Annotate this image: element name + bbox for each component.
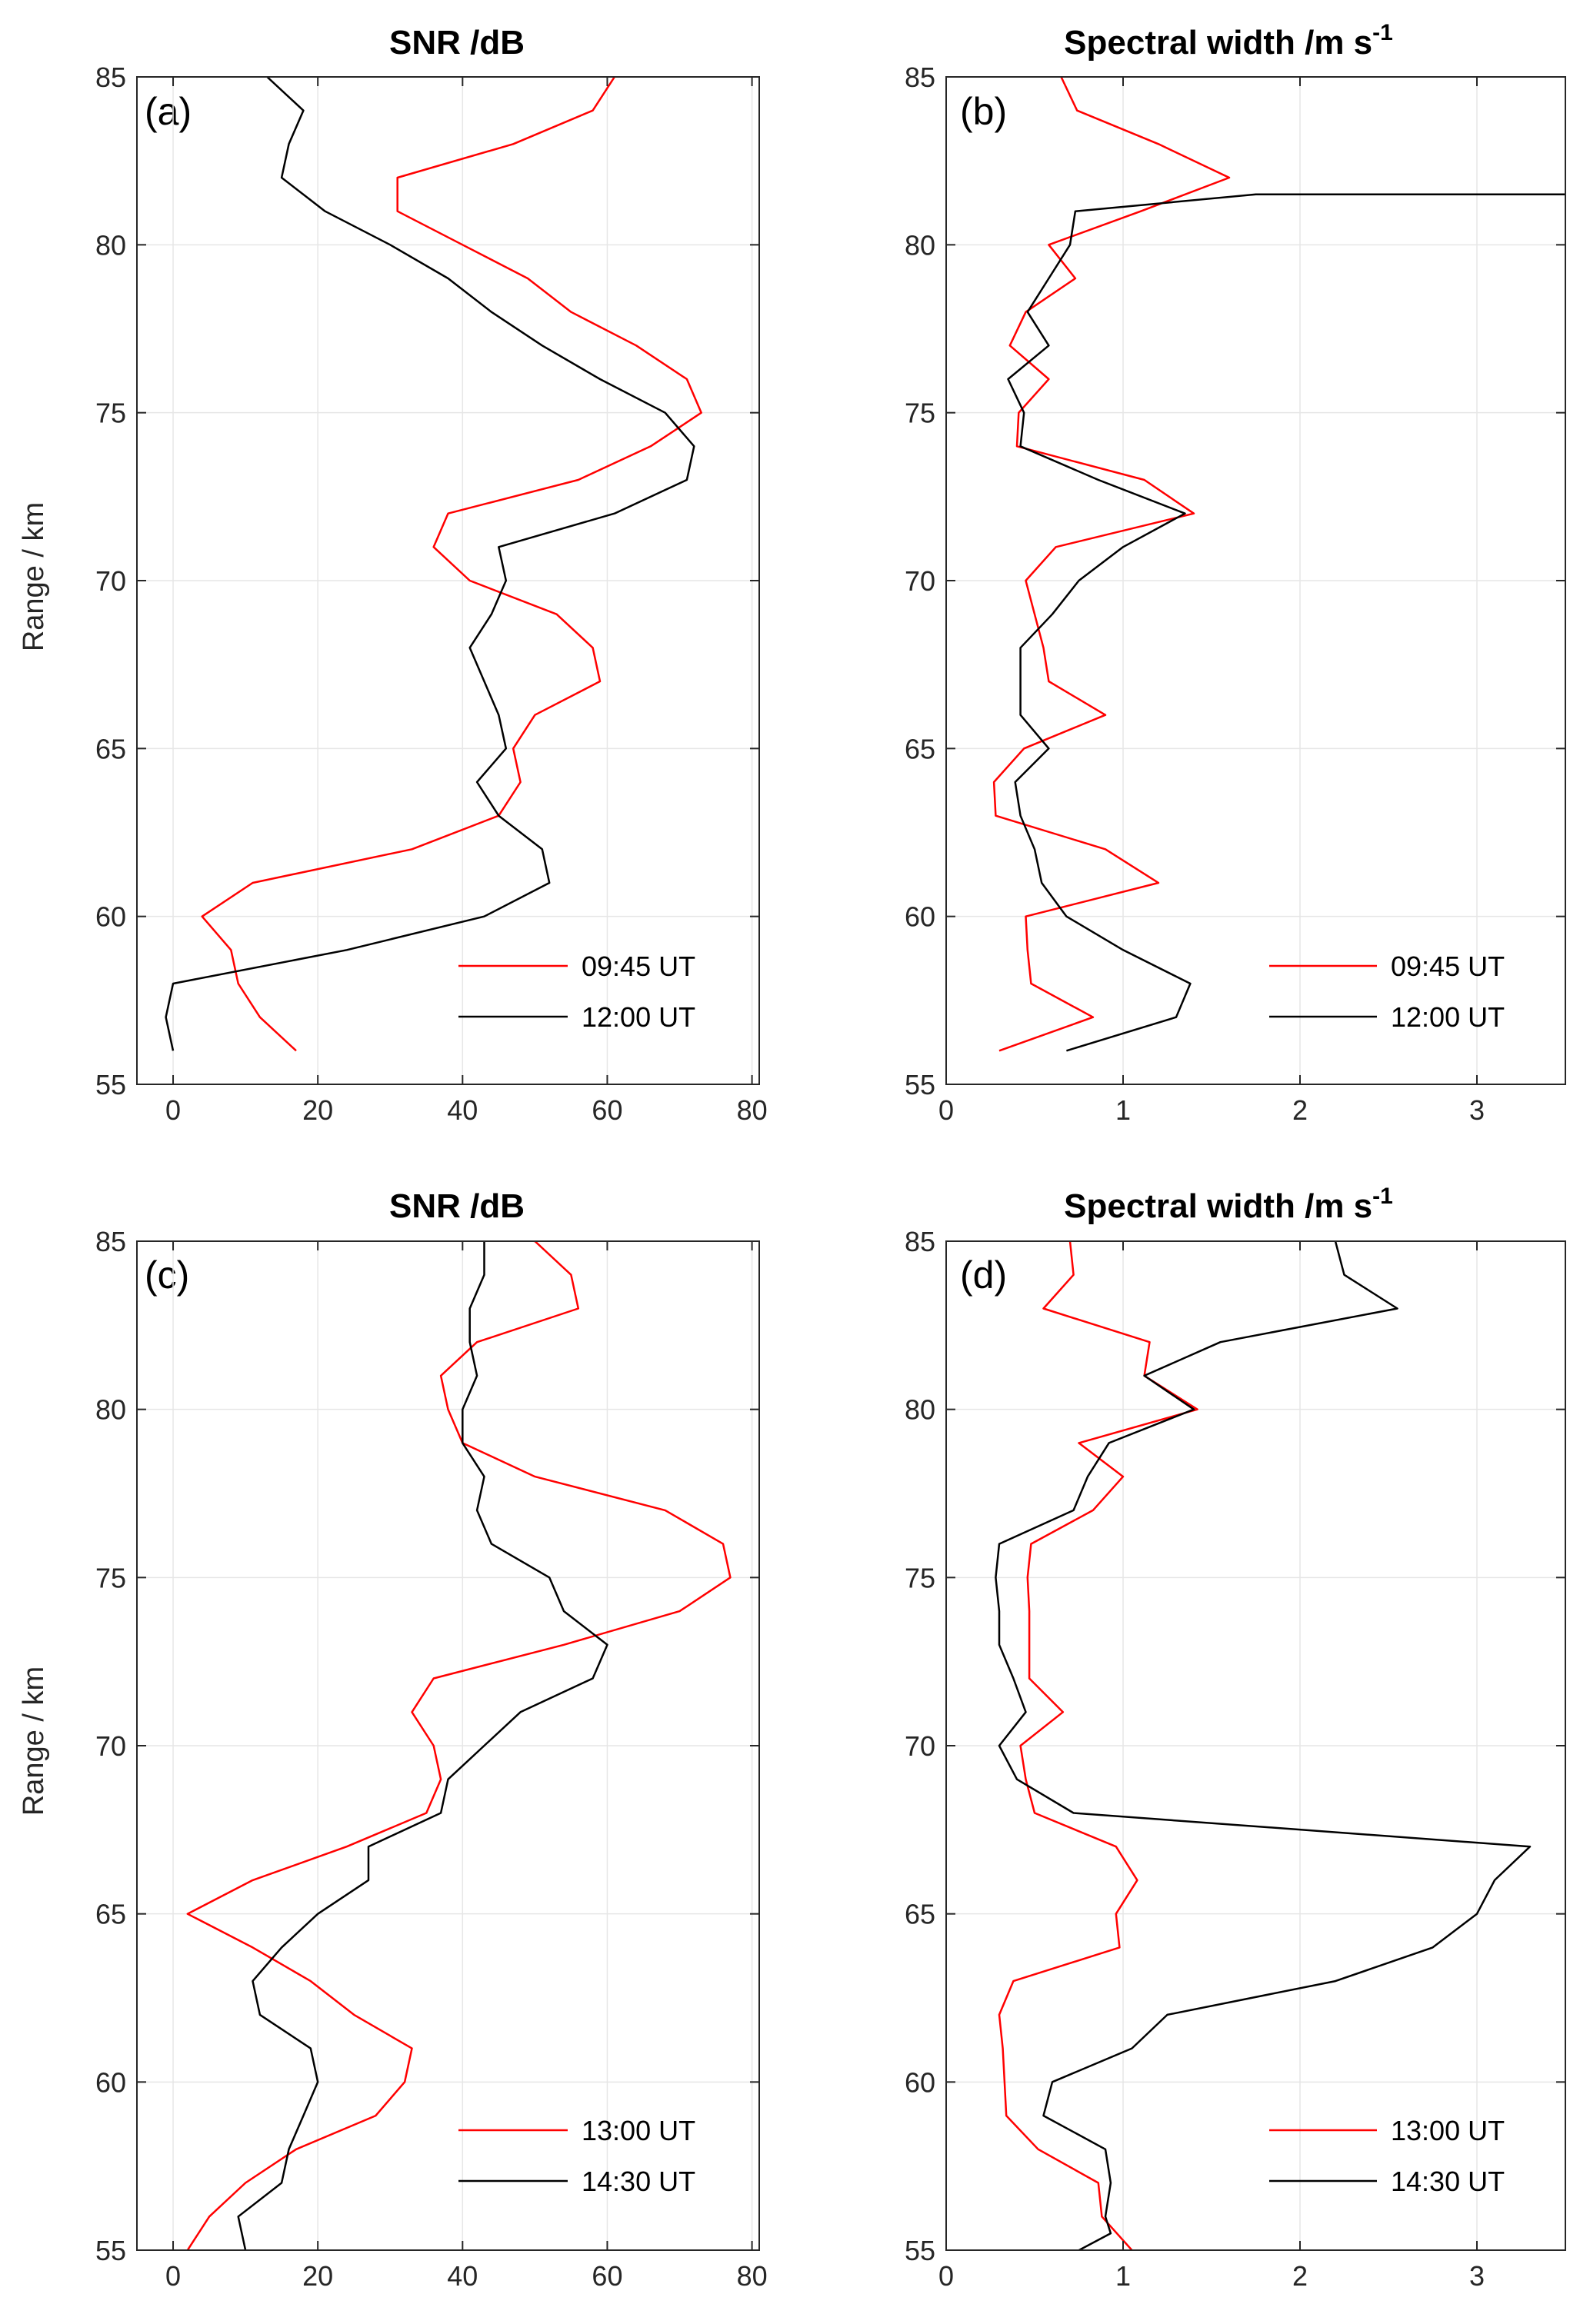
panel-c-title: SNR /dB	[389, 1187, 525, 1225]
x-tick-label: 3	[1469, 1094, 1485, 1126]
y-tick-label: 60	[95, 901, 126, 933]
panel-d-data	[995, 1241, 1532, 2250]
y-tick-label: 60	[905, 2066, 935, 2098]
panel-b-ticks: 0 1 2 3 55 60 65 70 75 80 85	[905, 62, 1565, 1126]
legend-text-black: 12:00 UT	[1391, 1001, 1505, 1033]
y-tick-label: 85	[95, 62, 126, 93]
x-tick-label: 3	[1469, 2260, 1485, 2292]
panel-d-label: (d)	[960, 1254, 1007, 1297]
x-tick-label: 2	[1292, 2260, 1308, 2292]
panel-c-data	[186, 1241, 732, 2250]
panel-c-ticks: 0 20 40 60 80 55 60 65 70 75 80 85	[95, 1226, 768, 2292]
x-tick-label: 60	[592, 1094, 622, 1126]
x-tick-label: 60	[592, 2260, 622, 2292]
y-tick-label: 70	[95, 1730, 126, 1762]
series-line-14-30-UT	[995, 1241, 1532, 2250]
y-tick-label: 65	[905, 1899, 935, 1930]
x-tick-label: 0	[165, 2260, 181, 2292]
x-tick-label: 2	[1292, 1094, 1308, 1126]
y-tick-label: 80	[905, 1394, 935, 1426]
panel-b-legend: 09:45 UT 12:00 UT	[1269, 951, 1505, 1033]
panel-a-data	[165, 77, 702, 1052]
y-tick-label: 65	[95, 733, 126, 764]
series-line-09-45-UT	[201, 77, 702, 1052]
y-tick-label: 65	[905, 733, 935, 764]
x-tick-label: 0	[938, 1094, 954, 1126]
series-line-12-00-UT	[165, 77, 695, 1051]
legend-text-black: 14:30 UT	[1391, 2166, 1505, 2197]
panel-a-title: SNR /dB	[389, 24, 525, 62]
panel-d: Spectral width /m s-1 (d) 0 1 2 3 55 60 65 70 75…	[905, 1184, 1566, 2292]
panel-c-legend: 13:00 UT 14:30 UT	[458, 2115, 695, 2197]
panel-b-label: (b)	[960, 90, 1007, 133]
x-tick-label: 0	[165, 1094, 181, 1126]
series-line-14-30-UT	[237, 1241, 608, 2250]
y-tick-label: 75	[905, 398, 935, 429]
legend-text-red: 13:00 UT	[1391, 2115, 1505, 2146]
panel-b-title: Spectral width /m s-1	[1064, 20, 1393, 62]
y-tick-label: 60	[95, 2066, 126, 2098]
x-tick-label: 80	[737, 2260, 768, 2292]
legend-text-red: 09:45 UT	[1391, 951, 1505, 982]
y-tick-label: 80	[95, 229, 126, 261]
panel-b: Spectral width /m s-1 (b) 0 1 2 3 55 60 65 70 75…	[905, 20, 1566, 1126]
x-tick-label: 40	[447, 1094, 478, 1126]
y-tick-label: 70	[905, 1730, 935, 1762]
y-tick-label: 55	[905, 2235, 935, 2266]
panel-a-label: (a)	[145, 90, 192, 133]
panel-c-ylabel: Range / km	[18, 1666, 50, 1816]
y-tick-label: 80	[95, 1394, 126, 1426]
panel-b-data	[992, 77, 1565, 1052]
panel-a-ylabel: Range / km	[18, 502, 50, 651]
y-tick-label: 55	[905, 1069, 935, 1100]
panel-c-label: (c)	[145, 1254, 189, 1297]
x-tick-label: 0	[938, 2260, 954, 2292]
y-tick-label: 60	[905, 901, 935, 933]
series-line-12-00-UT	[1007, 193, 1565, 1052]
y-tick-label: 55	[95, 1069, 126, 1100]
panel-c: SNR /dB (c) Range / km 0 20 40 60 80 55 60 65 70…	[18, 1187, 768, 2292]
y-tick-label: 75	[95, 1562, 126, 1593]
y-tick-label: 70	[905, 565, 935, 597]
legend-text-red: 13:00 UT	[582, 2115, 695, 2146]
panel-a-legend: 09:45 UT 12:00 UT	[458, 951, 695, 1033]
panel-d-title: Spectral width /m s-1	[1064, 1184, 1393, 1225]
panel-a: SNR /dB (a) Range / km 0 20 40 60 80 55 60 65 70…	[18, 24, 768, 1126]
panel-d-legend: 13:00 UT 14:30 UT	[1269, 2115, 1505, 2197]
legend-text-black: 14:30 UT	[582, 2166, 695, 2197]
x-tick-label: 1	[1115, 2260, 1131, 2292]
y-tick-label: 85	[95, 1226, 126, 1257]
x-tick-label: 20	[302, 2260, 333, 2292]
series-line-09-45-UT	[992, 77, 1231, 1052]
legend-text-red: 09:45 UT	[582, 951, 695, 982]
y-tick-label: 65	[95, 1899, 126, 1930]
panel-d-ticks: 0 1 2 3 55 60 65 70 75 80 85	[905, 1226, 1565, 2292]
legend-text-black: 12:00 UT	[582, 1001, 695, 1033]
panel-a-ticks: 0 20 40 60 80 55 60 65 70 75 80 85	[95, 62, 768, 1126]
y-tick-label: 75	[95, 398, 126, 429]
x-tick-label: 20	[302, 1094, 333, 1126]
y-tick-label: 80	[905, 229, 935, 261]
y-tick-label: 85	[905, 62, 935, 93]
series-line-13-00-UT	[186, 1241, 732, 2250]
x-tick-label: 80	[737, 1094, 768, 1126]
y-tick-label: 55	[95, 2235, 126, 2266]
y-tick-label: 70	[95, 565, 126, 597]
x-tick-label: 1	[1115, 1094, 1131, 1126]
x-tick-label: 40	[447, 2260, 478, 2292]
y-tick-label: 75	[905, 1562, 935, 1593]
y-tick-label: 85	[905, 1226, 935, 1257]
